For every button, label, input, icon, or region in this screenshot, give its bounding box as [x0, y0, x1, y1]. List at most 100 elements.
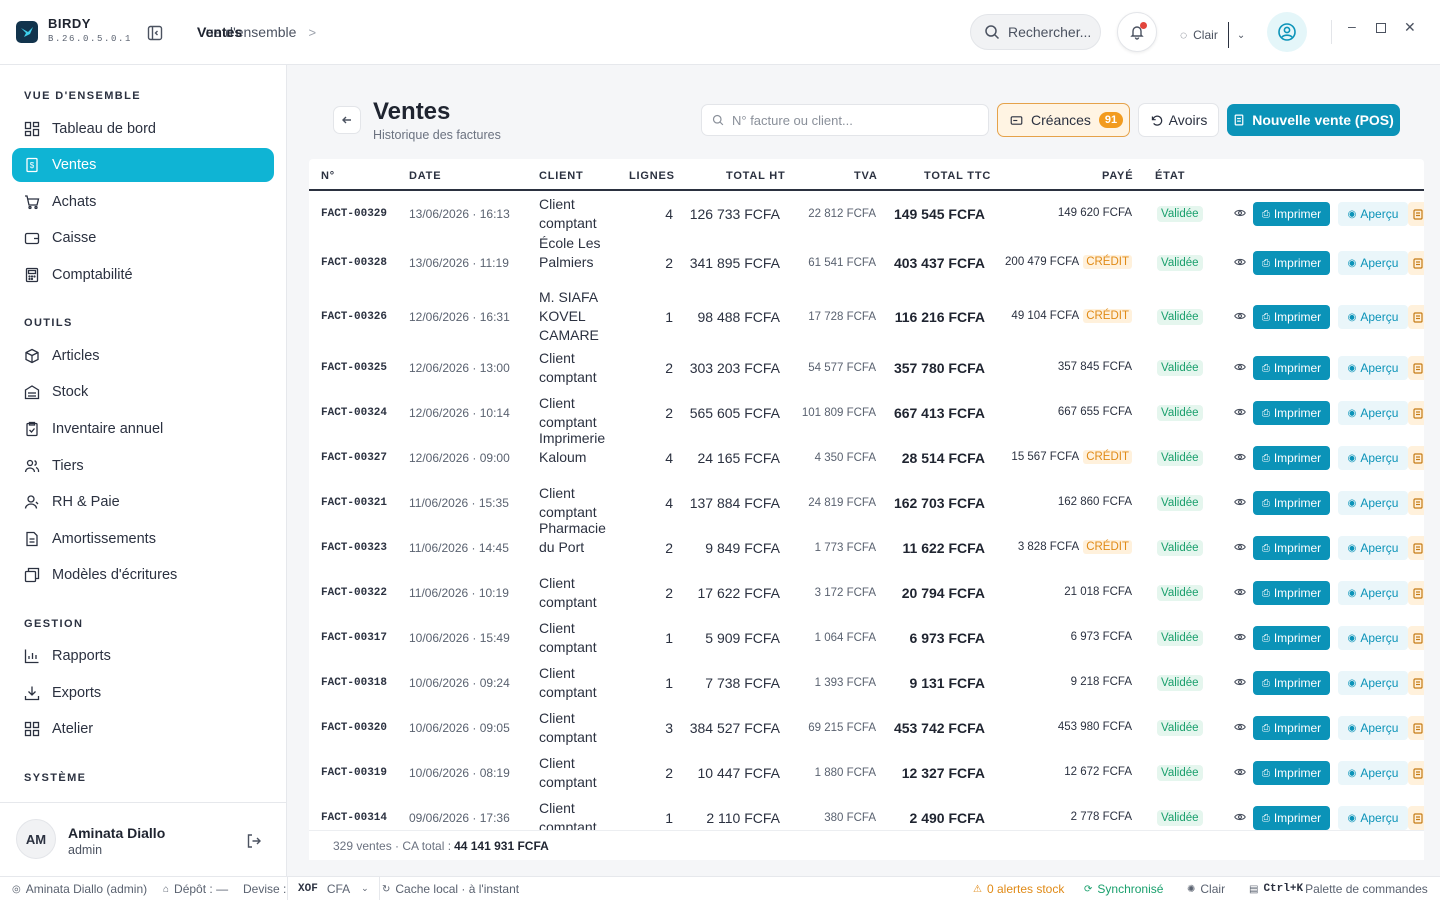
- document-action-icon[interactable]: [1408, 491, 1424, 515]
- document-action-icon[interactable]: [1408, 806, 1424, 830]
- preview-button[interactable]: ◉ Aperçu: [1338, 356, 1408, 380]
- document-action-icon[interactable]: [1408, 251, 1424, 275]
- column-header-total-ttc[interactable]: TOTAL TTC: [924, 170, 992, 182]
- document-action-icon[interactable]: [1408, 305, 1424, 329]
- view-icon[interactable]: [1234, 310, 1246, 325]
- sidebar-item-articles[interactable]: Articles: [12, 339, 274, 373]
- column-header-client[interactable]: CLIENT: [539, 170, 584, 182]
- preview-button[interactable]: ◉ Aperçu: [1338, 761, 1408, 785]
- invoice-search-input[interactable]: N° facture ou client...: [701, 104, 989, 136]
- column-header-status[interactable]: ÉTAT: [1155, 170, 1186, 182]
- view-icon[interactable]: [1234, 676, 1246, 691]
- avatar[interactable]: AM: [16, 819, 56, 859]
- breadcrumb-parent[interactable]: Vue d'ensemble: [197, 24, 297, 40]
- table-row[interactable]: FACT-00320 10/06/2026 · 09:05 Client compt…: [309, 705, 1424, 750]
- document-action-icon[interactable]: [1408, 761, 1424, 785]
- view-icon[interactable]: [1234, 256, 1246, 271]
- view-icon[interactable]: [1234, 586, 1246, 601]
- table-row[interactable]: FACT-00328 13/06/2026 · 11:19 École Les Pa…: [309, 235, 1424, 290]
- preview-button[interactable]: ◉ Aperçu: [1338, 491, 1408, 515]
- document-action-icon[interactable]: [1408, 716, 1424, 740]
- logout-icon[interactable]: [246, 833, 262, 849]
- toggle-sidebar-button[interactable]: [138, 16, 172, 50]
- invoice-number[interactable]: FACT-00327: [321, 452, 388, 464]
- sidebar-item-tiers[interactable]: Tiers: [12, 449, 274, 483]
- print-button[interactable]: ⎙ Imprimer: [1253, 806, 1330, 830]
- view-icon[interactable]: [1234, 811, 1246, 826]
- document-action-icon[interactable]: [1408, 401, 1424, 425]
- sidebar-item-rapports[interactable]: Rapports: [12, 639, 274, 673]
- table-row[interactable]: FACT-00318 10/06/2026 · 09:24 Client compt…: [309, 660, 1424, 705]
- invoice-number[interactable]: FACT-00320: [321, 722, 388, 734]
- invoice-number[interactable]: FACT-00324: [321, 407, 388, 419]
- table-row[interactable]: FACT-00322 11/06/2026 · 10:19 Client compt…: [309, 570, 1424, 615]
- preview-button[interactable]: ◉ Aperçu: [1338, 401, 1408, 425]
- document-action-icon[interactable]: [1408, 626, 1424, 650]
- print-button[interactable]: ⎙ Imprimer: [1253, 626, 1330, 650]
- table-row[interactable]: FACT-00325 12/06/2026 · 13:00 Client compt…: [309, 345, 1424, 390]
- table-row[interactable]: FACT-00329 13/06/2026 · 16:13 Client compt…: [309, 191, 1424, 236]
- notifications-button[interactable]: [1117, 12, 1157, 52]
- avoirs-button[interactable]: Avoirs: [1138, 103, 1219, 137]
- invoice-number[interactable]: FACT-00325: [321, 362, 388, 374]
- table-row[interactable]: FACT-00321 11/06/2026 · 15:35 Client compt…: [309, 480, 1424, 525]
- table-row[interactable]: FACT-00317 10/06/2026 · 15:49 Client compt…: [309, 615, 1424, 660]
- table-row[interactable]: FACT-00327 12/06/2026 · 09:00 Imprimerie K…: [309, 430, 1424, 480]
- print-button[interactable]: ⎙ Imprimer: [1253, 446, 1330, 470]
- currency-select[interactable]: XOF CFA ⌄: [287, 877, 380, 900]
- creances-button[interactable]: Créances 91: [997, 103, 1130, 137]
- close-icon[interactable]: ✕: [1404, 19, 1416, 35]
- sidebar-item-comptabilite[interactable]: Comptabilité: [12, 258, 274, 292]
- table-row[interactable]: FACT-00319 10/06/2026 · 08:19 Client compt…: [309, 750, 1424, 795]
- document-action-icon[interactable]: [1408, 446, 1424, 470]
- sidebar-item-exports[interactable]: Exports: [12, 676, 274, 710]
- preview-button[interactable]: ◉ Aperçu: [1338, 806, 1408, 830]
- sidebar-item-caisse[interactable]: Caisse: [12, 221, 274, 255]
- preview-button[interactable]: ◉ Aperçu: [1338, 581, 1408, 605]
- global-search[interactable]: Rechercher...: [970, 14, 1101, 50]
- table-row[interactable]: FACT-00323 11/06/2026 · 14:45 Pharmacie du…: [309, 520, 1424, 570]
- column-header-tva[interactable]: TVA: [854, 170, 878, 182]
- column-header-paid[interactable]: PAYÉ: [1102, 170, 1134, 182]
- print-button[interactable]: ⎙ Imprimer: [1253, 671, 1330, 695]
- user-menu-button[interactable]: [1267, 12, 1307, 52]
- print-button[interactable]: ⎙ Imprimer: [1253, 581, 1330, 605]
- table-row[interactable]: FACT-00324 12/06/2026 · 10:14 Client compt…: [309, 390, 1424, 435]
- document-action-icon[interactable]: [1408, 671, 1424, 695]
- column-header-total-ht[interactable]: TOTAL HT: [726, 170, 786, 182]
- sidebar-item-inventaire-annuel[interactable]: Inventaire annuel: [12, 412, 274, 446]
- print-button[interactable]: ⎙ Imprimer: [1253, 536, 1330, 560]
- view-icon[interactable]: [1234, 207, 1246, 222]
- column-header-number[interactable]: N°: [321, 170, 335, 182]
- preview-button[interactable]: ◉ Aperçu: [1338, 446, 1408, 470]
- view-icon[interactable]: [1234, 406, 1246, 421]
- preview-button[interactable]: ◉ Aperçu: [1338, 626, 1408, 650]
- print-button[interactable]: ⎙ Imprimer: [1253, 202, 1330, 226]
- sidebar-item-modeles-ecritures[interactable]: Modèles d'écritures: [12, 558, 274, 592]
- view-icon[interactable]: [1234, 721, 1246, 736]
- invoice-number[interactable]: FACT-00328: [321, 257, 388, 269]
- invoice-number[interactable]: FACT-00317: [321, 632, 388, 644]
- invoice-number[interactable]: FACT-00326: [321, 311, 388, 323]
- print-button[interactable]: ⎙ Imprimer: [1253, 761, 1330, 785]
- print-button[interactable]: ⎙ Imprimer: [1253, 401, 1330, 425]
- sidebar-item-rh-paie[interactable]: RH & Paie: [12, 485, 274, 519]
- preview-button[interactable]: ◉ Aperçu: [1338, 536, 1408, 560]
- sidebar-item-tableau-de-bord[interactable]: Tableau de bord: [12, 112, 274, 146]
- preview-button[interactable]: ◉ Aperçu: [1338, 251, 1408, 275]
- print-button[interactable]: ⎙ Imprimer: [1253, 251, 1330, 275]
- column-header-date[interactable]: DATE: [409, 170, 442, 182]
- invoice-number[interactable]: FACT-00322: [321, 587, 388, 599]
- new-sale-button[interactable]: Nouvelle vente (POS): [1227, 104, 1400, 136]
- status-command-palette[interactable]: ▤ Ctrl+K Palette de commandes: [1249, 882, 1428, 896]
- maximize-icon[interactable]: [1376, 23, 1386, 33]
- invoice-number[interactable]: FACT-00321: [321, 497, 388, 509]
- sidebar-item-stock[interactable]: Stock: [12, 375, 274, 409]
- document-action-icon[interactable]: [1408, 581, 1424, 605]
- invoice-number[interactable]: FACT-00319: [321, 767, 388, 779]
- view-icon[interactable]: [1234, 451, 1246, 466]
- print-button[interactable]: ⎙ Imprimer: [1253, 716, 1330, 740]
- view-icon[interactable]: [1234, 631, 1246, 646]
- preview-button[interactable]: ◉ Aperçu: [1338, 202, 1408, 226]
- invoice-number[interactable]: FACT-00329: [321, 208, 388, 220]
